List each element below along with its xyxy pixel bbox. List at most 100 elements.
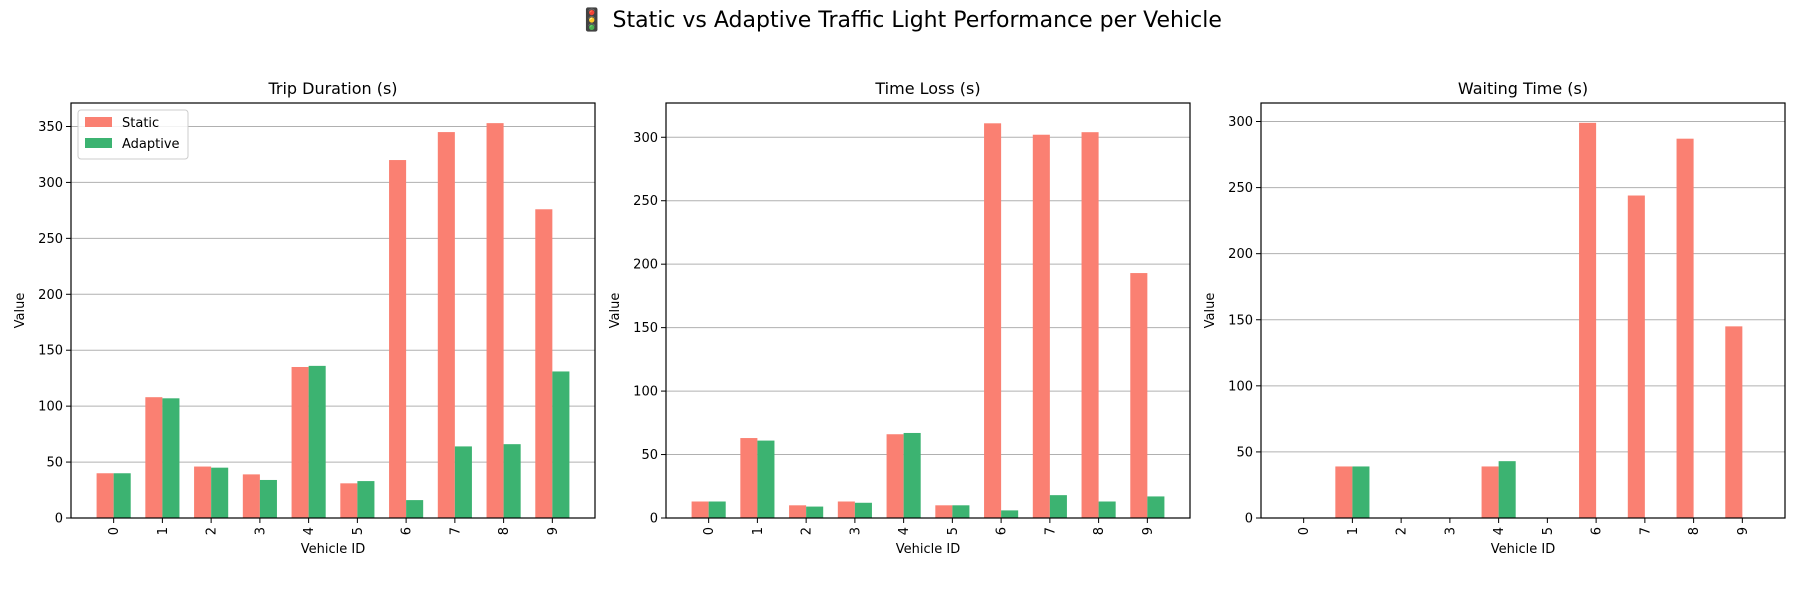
- x-tick-label: 4: [1492, 527, 1507, 535]
- bar-adaptive-9: [552, 371, 570, 518]
- bar-adaptive-9: [1147, 496, 1165, 518]
- chart-panel-1: 0 50 100 150 200 250 300 0 1 2 3 4 5 6 7 8 9 Time Loss (s…: [608, 79, 1191, 557]
- bar-static-4: [291, 366, 309, 518]
- y-tick-label: 0: [650, 512, 658, 527]
- bar-adaptive-3: [854, 502, 872, 518]
- axes-frame: [70, 102, 596, 519]
- x-tick-label: 6: [400, 527, 415, 535]
- bar-adaptive-5: [952, 505, 970, 518]
- x-tick-label: 1: [751, 527, 766, 535]
- y-tick-label: 100: [38, 400, 63, 415]
- y-tick-label: 100: [633, 385, 658, 400]
- axes-title: Time Loss (s): [874, 79, 980, 98]
- bar-static-8: [486, 123, 504, 519]
- bar-static-9: [1725, 326, 1743, 518]
- y-tick-label: 200: [38, 288, 63, 303]
- x-axis-label: Vehicle ID: [896, 542, 960, 557]
- x-tick-label: 0: [107, 527, 122, 535]
- x-tick-label: 4: [897, 527, 912, 535]
- y-tick-label: 300: [38, 176, 63, 191]
- y-axis-label: Value: [608, 293, 623, 329]
- y-tick-label: 150: [633, 321, 658, 336]
- bar-adaptive-4: [1498, 461, 1516, 518]
- x-tick-label: 3: [1443, 527, 1458, 535]
- bar-adaptive-1: [162, 398, 180, 518]
- y-tick-label: 300: [633, 131, 658, 146]
- y-tick-label: 350: [38, 120, 63, 135]
- x-tick-label: 5: [1541, 527, 1556, 535]
- bar-static-4: [886, 434, 904, 518]
- x-tick-label: 8: [1092, 527, 1107, 535]
- bar-adaptive-2: [211, 467, 229, 518]
- bar-adaptive-8: [503, 444, 521, 518]
- y-tick-label: 50: [641, 448, 658, 463]
- y-tick-label: 0: [1245, 512, 1253, 527]
- x-tick-label: 2: [800, 527, 815, 535]
- bar-static-9: [535, 209, 553, 518]
- chart-panel-2: 0 50 100 150 200 250 300 0 1 2 3 4 5 6 7 8 9 Waiting Time…: [1203, 79, 1786, 557]
- bar-adaptive-6: [406, 500, 424, 518]
- y-tick-label: 100: [1228, 379, 1253, 394]
- bar-static-6: [389, 160, 407, 518]
- legend-swatch-static: [85, 117, 112, 127]
- bar-static-8: [1081, 132, 1099, 518]
- axes-title: Waiting Time (s): [1458, 79, 1588, 98]
- bar-static-3: [242, 474, 260, 518]
- bar-static-6: [1579, 122, 1597, 519]
- bar-adaptive-0: [708, 501, 726, 518]
- chart-panel-0: 0 50 100 150 200 250 300 350 0 1 2 3 4 5 6 7 8 9 Trip Dura…: [13, 79, 596, 557]
- bar-adaptive-6: [1001, 510, 1019, 518]
- bar-adaptive-8: [1098, 501, 1116, 518]
- y-tick-label: 200: [1228, 247, 1253, 262]
- x-tick-label: 0: [702, 527, 717, 535]
- bar-adaptive-1: [757, 440, 775, 518]
- bar-adaptive-7: [1049, 495, 1067, 518]
- x-tick-label: 9: [1141, 527, 1156, 535]
- x-tick-label: 7: [1043, 527, 1058, 535]
- y-tick-label: 200: [633, 258, 658, 273]
- x-tick-label: 0: [1297, 527, 1312, 535]
- x-tick-label: 3: [848, 527, 863, 535]
- bar-static-7: [1627, 195, 1645, 518]
- y-tick-label: 250: [38, 232, 63, 247]
- bar-static-2: [194, 466, 212, 518]
- bar-adaptive-2: [806, 506, 824, 518]
- y-tick-label: 50: [46, 456, 63, 471]
- y-tick-label: 150: [1228, 313, 1253, 328]
- bar-static-1: [1335, 466, 1353, 518]
- x-tick-label: 7: [448, 527, 463, 535]
- bar-static-2: [789, 505, 807, 518]
- axes-frame: [1260, 102, 1786, 519]
- x-tick-label: 8: [1687, 527, 1702, 535]
- bar-static-3: [837, 501, 855, 518]
- bar-adaptive-3: [259, 479, 277, 518]
- x-tick-label: 1: [156, 527, 171, 535]
- bar-adaptive-7: [454, 446, 472, 518]
- x-tick-label: 3: [253, 527, 268, 535]
- x-tick-label: 7: [1638, 527, 1653, 535]
- x-axis-label: Vehicle ID: [301, 542, 365, 557]
- figure-title: 🚦 Static vs Adaptive Traffic Light Perfo…: [578, 8, 1222, 33]
- bar-static-1: [145, 397, 163, 518]
- bar-static-5: [340, 483, 358, 518]
- bar-adaptive-4: [903, 432, 921, 518]
- x-tick-label: 6: [1590, 527, 1605, 535]
- bar-static-7: [1032, 134, 1050, 518]
- bar-static-1: [740, 438, 758, 518]
- x-tick-label: 9: [546, 527, 561, 535]
- bar-adaptive-0: [113, 473, 131, 518]
- x-tick-label: 2: [1395, 527, 1410, 535]
- bar-static-9: [1130, 273, 1148, 518]
- x-tick-label: 5: [946, 527, 961, 535]
- bar-adaptive-1: [1352, 466, 1370, 518]
- x-axis-label: Vehicle ID: [1491, 542, 1555, 557]
- legend-swatch-adaptive: [85, 138, 112, 148]
- x-tick-label: 1: [1346, 527, 1361, 535]
- axes-frame: [665, 102, 1191, 519]
- y-axis-label: Value: [1203, 293, 1218, 329]
- y-tick-label: 250: [1228, 181, 1253, 196]
- y-tick-label: 300: [1228, 115, 1253, 130]
- legend: Static Adaptive: [77, 109, 189, 160]
